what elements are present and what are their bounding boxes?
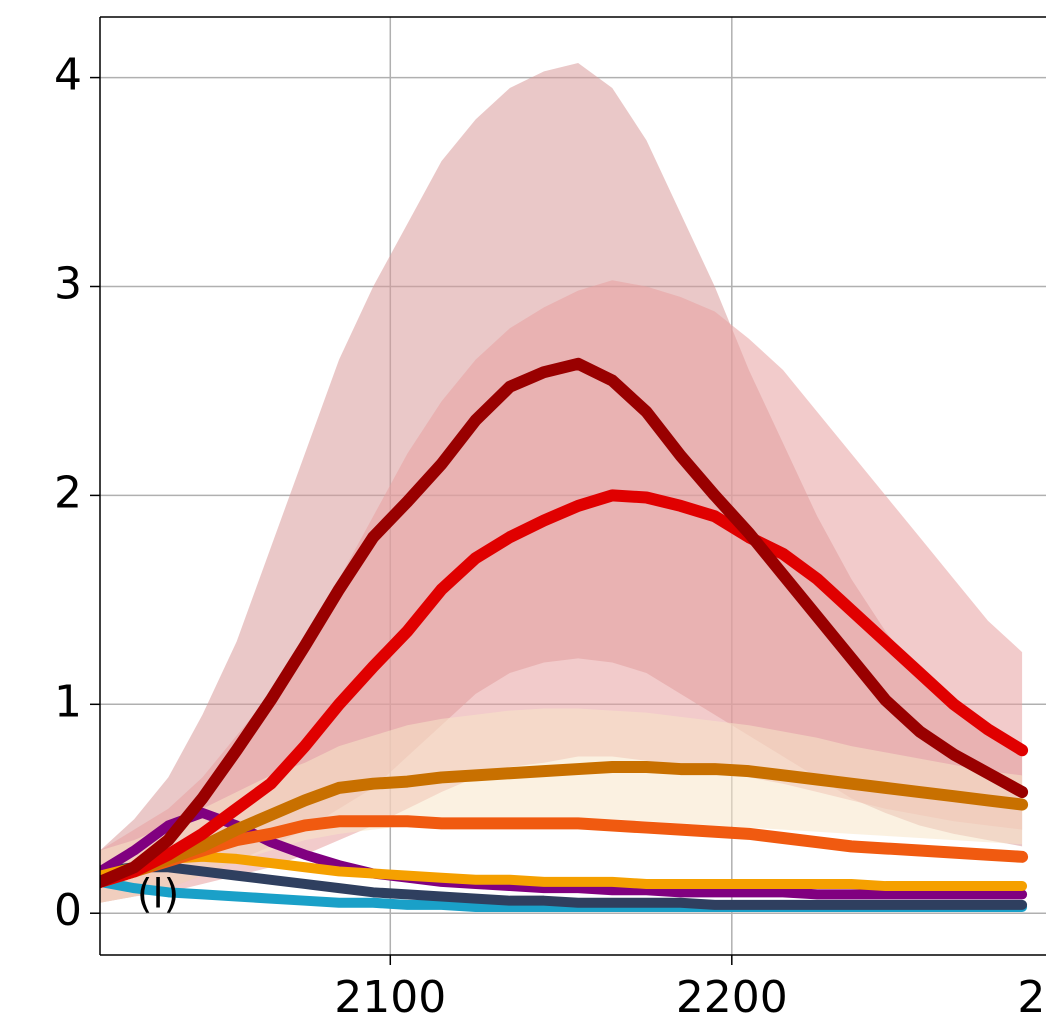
series-line <box>100 815 1029 888</box>
y-tick-label: 4 <box>54 50 82 101</box>
series-line <box>100 357 1029 888</box>
y-tick-label: 0 <box>54 885 82 936</box>
series-line <box>100 862 1028 910</box>
series-line <box>100 489 1029 888</box>
y-tick-label: 2 <box>54 467 82 518</box>
series-line <box>100 760 1029 888</box>
x-tick-label: 2100 <box>334 972 446 1023</box>
y-tick-label: 3 <box>54 258 82 309</box>
confidence-band <box>100 708 1023 903</box>
annotation: (l) <box>137 872 179 918</box>
x-tick-label: 2300 <box>1017 972 1046 1023</box>
plot-area <box>100 62 1029 912</box>
series-line <box>100 851 1028 892</box>
x-tick-label: 2200 <box>676 972 788 1023</box>
y-tick-label: 1 <box>54 676 82 727</box>
